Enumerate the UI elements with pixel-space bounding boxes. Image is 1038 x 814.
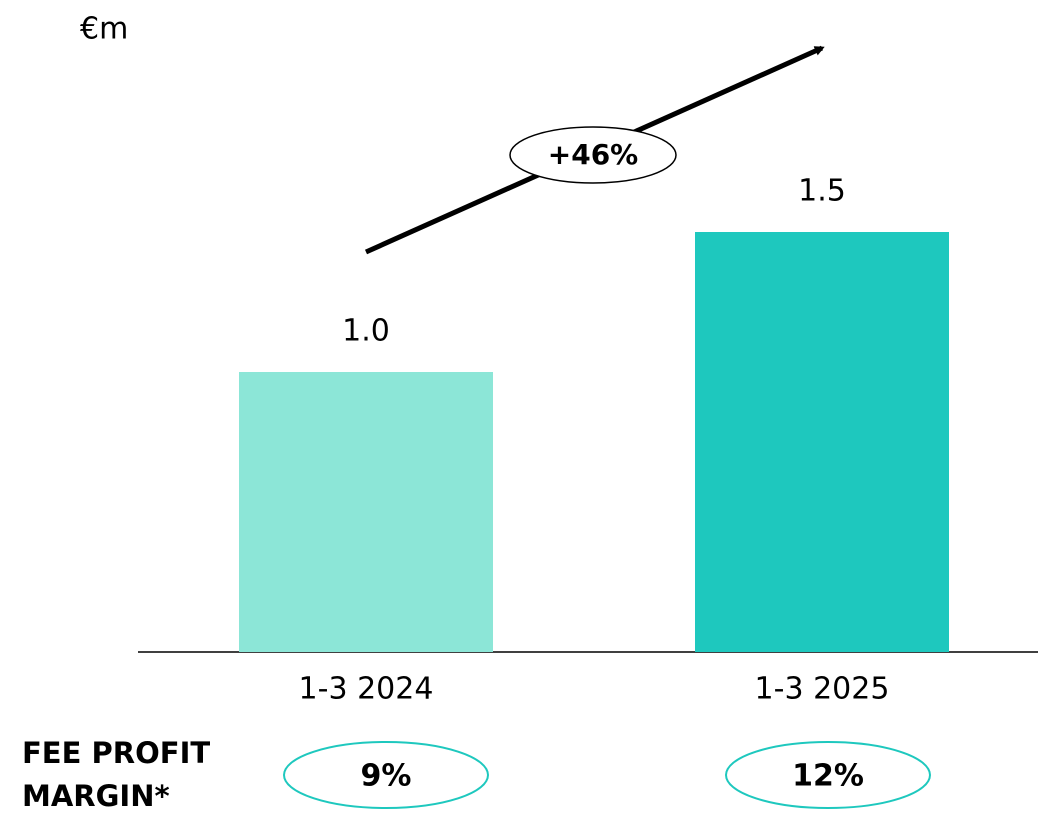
unit-label: €m: [80, 12, 128, 47]
x-tick-label: 1-3 2024: [299, 672, 434, 707]
bar: [695, 232, 949, 652]
footer-label: FEE PROFIT: [22, 736, 210, 770]
margin-ellipse: [725, 741, 931, 809]
bar: [239, 372, 493, 652]
value-label: 1.5: [798, 174, 846, 209]
annotation: +46%: [548, 138, 638, 171]
margin-value: 12%: [792, 759, 864, 794]
margin-ellipse: [283, 741, 489, 809]
annotation-ellipse: [509, 126, 677, 184]
x-tick-label: 1-3 2025: [755, 672, 890, 707]
value-label: 1.0: [342, 314, 390, 349]
margin-value: 9%: [361, 759, 412, 794]
footer-label: MARGIN*: [22, 779, 170, 813]
